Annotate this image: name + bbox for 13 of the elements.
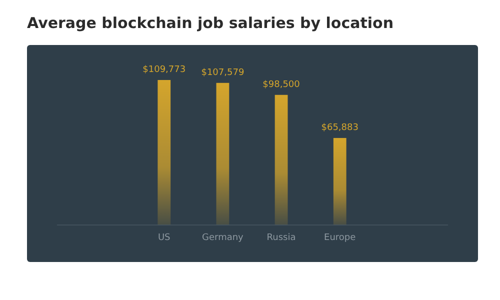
- data-label: $98,500: [262, 80, 300, 90]
- x-tick-label: US: [158, 233, 171, 243]
- bar: [333, 138, 346, 225]
- bar: [274, 94, 288, 225]
- bar: [158, 80, 171, 225]
- chart-title: Average blockchain job salaries by location: [27, 14, 394, 32]
- x-tick-label: Germany: [202, 233, 244, 243]
- x-tick-label: Europe: [324, 233, 356, 243]
- data-label: $109,773: [142, 65, 186, 75]
- x-tick-label: Russia: [266, 233, 296, 243]
- data-label: $65,883: [321, 122, 358, 133]
- data-label: $107,579: [201, 68, 244, 78]
- bar: [216, 82, 230, 225]
